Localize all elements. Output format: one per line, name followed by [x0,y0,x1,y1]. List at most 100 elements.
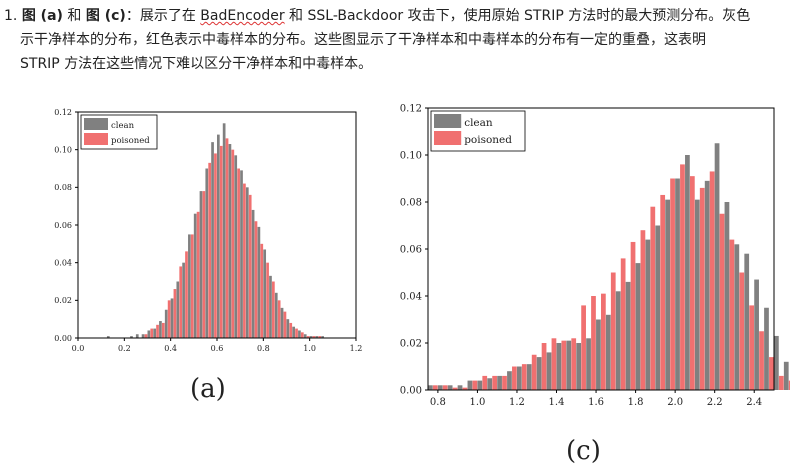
x-tick-label: 1.2 [350,344,363,353]
bar-clean [228,144,232,338]
bar-poisoned [190,234,194,338]
bar-poisoned [640,230,646,390]
bar-clean [556,343,562,390]
bar-poisoned [144,334,148,338]
bar-clean [457,385,463,390]
legend-label-clean: clean [111,121,135,131]
y-tick-label: 0.04 [400,292,422,303]
badencoder-term: BadEncoder [200,8,285,24]
y-tick-label: 0.12 [54,108,72,117]
bar-clean [428,385,433,390]
bar-poisoned [214,153,217,338]
bar-clean [274,292,278,338]
bar-poisoned [541,343,547,390]
bar-clean [141,334,145,338]
bar-poisoned [610,272,616,390]
bar-clean [635,263,641,390]
bar-clean [487,378,493,390]
bar-clean [437,385,443,390]
bar-poisoned [482,375,488,390]
bar-poisoned [237,168,240,338]
bar-poisoned [749,305,755,390]
bar-poisoned [492,375,497,390]
bar-poisoned [254,221,258,338]
bar-poisoned [196,211,200,338]
bar-clean [298,330,301,338]
y-tick-label: 0.10 [400,151,422,162]
bar-clean [315,336,319,338]
bar-clean [497,375,502,390]
bar-clean [222,123,226,338]
bar-poisoned [650,206,656,390]
bar-clean [159,321,162,338]
y-tick-label: 0.02 [54,296,72,305]
bar-poisoned [561,340,567,390]
x-tick-label: 2.4 [746,397,762,408]
x-tick-label: 0.8 [257,344,270,353]
bar-clean [292,326,295,338]
bar-clean [645,239,651,390]
bar-clean [546,352,552,390]
bar-poisoned [729,239,735,390]
bar-clean [309,336,313,338]
bar-poisoned [202,191,206,338]
bar-poisoned [709,171,715,390]
legend-swatch-clean [434,114,462,128]
text-segment-1: 展示了在 [139,8,201,24]
bar-clean [211,142,214,338]
y-tick-label: 0.06 [400,245,422,256]
caption-a: (a) [190,374,226,404]
figure-ref-a: 图 (a) [21,8,63,24]
figure-ref-c: 图 (c) [85,8,126,24]
bar-clean [257,226,261,338]
bar-poisoned [300,332,304,338]
bar-clean [744,253,750,390]
y-tick-label: 0.12 [400,104,422,115]
bar-poisoned [219,145,223,338]
y-tick-label: 0.08 [400,198,422,209]
bar-poisoned [521,364,527,390]
bar-poisoned [318,336,322,338]
legend-label-clean: clean [464,117,493,129]
paragraph-line-1: 1. 图 (a) 和 图 (c)：展示了在 BadEncoder 和 SSL-B… [4,4,809,28]
bar-poisoned [759,331,764,390]
y-tick-label: 0.00 [400,386,422,397]
bar-poisoned [620,258,626,390]
bar-clean [182,262,185,338]
bar-clean [188,234,191,338]
legend-swatch-poisoned [84,133,108,145]
bar-poisoned [272,281,275,338]
x-tick-label: 1.8 [628,397,644,408]
bar-clean [536,357,542,390]
bar-clean [193,213,197,338]
bar-poisoned [788,380,790,390]
bar-poisoned [719,213,725,390]
legend-label-poisoned: poisoned [464,134,512,146]
bar-clean [447,385,453,390]
bar-poisoned [531,354,537,390]
bar-poisoned [295,328,298,338]
bar-clean [176,281,180,338]
x-tick-label: 0.6 [211,344,224,353]
caption-c: (c) [566,436,601,466]
bar-clean [704,180,710,390]
bar-clean [526,364,532,390]
x-tick-label: 1.4 [549,397,565,408]
x-tick-label: 1.0 [303,344,316,353]
bar-clean [516,366,522,390]
bar-poisoned [167,300,171,338]
bar-clean [153,328,156,338]
bar-clean [199,191,203,338]
bar-poisoned [260,243,264,338]
bar-clean [507,371,512,390]
bar-clean [615,291,621,390]
bar-poisoned [243,183,246,338]
bar-clean [566,340,572,390]
bar-clean [130,336,133,338]
list-number: 1. [4,8,18,24]
bar-poisoned [277,300,281,338]
bar-clean [280,307,284,338]
x-tick-label: 0.8 [430,397,446,408]
bar-poisoned [432,385,438,390]
bar-poisoned [185,251,188,338]
